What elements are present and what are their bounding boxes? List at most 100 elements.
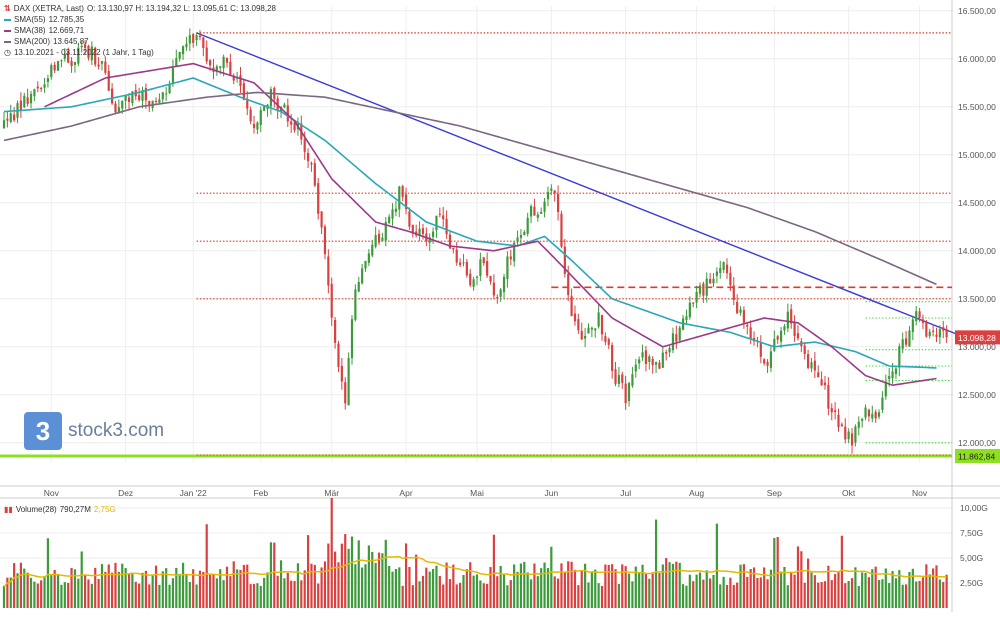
candle — [935, 327, 938, 343]
volume-bar — [219, 569, 222, 608]
candle — [29, 90, 33, 109]
candle — [719, 260, 722, 279]
candle — [644, 345, 648, 372]
candle — [87, 44, 90, 61]
volume-bar — [644, 573, 648, 608]
sma200-name: SMA(200) — [14, 37, 51, 46]
candle — [67, 47, 70, 64]
candle — [465, 259, 468, 278]
volume-bar — [53, 569, 56, 608]
volume-bar — [344, 534, 347, 608]
candle — [229, 53, 232, 76]
candle — [638, 356, 641, 370]
volume-bar — [46, 538, 50, 608]
candle — [263, 105, 266, 112]
volume-bar — [472, 575, 475, 608]
volume-bar — [915, 581, 918, 608]
volume-bar — [181, 562, 185, 608]
candle — [462, 253, 465, 267]
x-tick-label: Nov — [44, 488, 60, 498]
candle — [388, 214, 391, 225]
volume-bar — [104, 571, 107, 608]
volume-bar — [891, 571, 894, 608]
candle — [438, 207, 441, 218]
candle — [783, 323, 786, 335]
candle — [482, 256, 485, 266]
volume-bar — [857, 585, 860, 608]
volume-bar — [813, 575, 816, 608]
candle — [188, 28, 191, 52]
candle — [77, 43, 80, 67]
candle — [661, 347, 664, 369]
volume-bar — [834, 574, 837, 608]
volume-bar — [793, 574, 796, 608]
candles — [2, 28, 948, 454]
volume-bar — [942, 581, 945, 608]
candle — [320, 211, 323, 235]
candle — [249, 106, 252, 125]
volume-bar — [641, 564, 644, 608]
volume-bar — [847, 581, 850, 608]
candle — [624, 375, 627, 410]
candle — [925, 319, 928, 338]
candle — [854, 424, 857, 447]
candle — [306, 148, 310, 169]
candle — [239, 67, 242, 93]
candle — [168, 80, 171, 94]
volume-bar — [560, 563, 563, 608]
candle — [894, 367, 898, 379]
volume-bar — [411, 585, 414, 608]
volume-tick-label: 10,00G — [960, 503, 988, 513]
volume-bar — [377, 552, 381, 608]
volume-bar — [80, 551, 83, 608]
volume-bar — [303, 570, 306, 608]
volume-bar — [584, 563, 587, 608]
volume-bar — [421, 575, 425, 608]
volume-bar — [651, 572, 654, 608]
price-axis[interactable]: 12.000,00 12.500,00 13.000,00 13.500,00 14.0… — [955, 6, 1000, 463]
ohlc-label: O: 13.130,97 H: 13.194,32 L: 13.095,61 C… — [86, 4, 276, 13]
candle — [908, 326, 911, 347]
candle — [202, 36, 205, 57]
candle — [334, 317, 337, 349]
volume-bar — [354, 564, 357, 608]
volume-bar — [790, 571, 793, 608]
volume-avg-value: 2,75G — [93, 505, 116, 514]
volume-bar — [127, 573, 131, 608]
candle — [817, 365, 820, 378]
volume-bar — [36, 583, 39, 608]
volume-bar — [94, 567, 97, 608]
candle — [43, 77, 46, 93]
candle — [607, 337, 610, 350]
volume-bar — [198, 570, 202, 608]
volume-bar — [212, 574, 215, 608]
candle — [384, 217, 387, 247]
candle — [475, 275, 479, 286]
support-price-label: 11.862,84 — [958, 451, 995, 461]
candle — [776, 335, 779, 344]
volume-bar — [175, 567, 178, 608]
candle — [529, 204, 533, 224]
indicator-sma55 — [3, 77, 937, 369]
volume-bar — [803, 582, 806, 608]
candle — [742, 306, 746, 329]
volume-legend: ▮▮ Volume(28) 790,27M 2,75G — [4, 505, 116, 514]
volume-bar — [445, 562, 448, 608]
volume-bar — [205, 524, 208, 608]
volume-bar — [489, 567, 492, 608]
candle — [590, 326, 593, 338]
time-axis[interactable]: Nov Dez Jan '22 Feb Mär Apr Mai Jun Jul Aug Sep Okt… — [44, 488, 928, 498]
x-tick-label: Okt — [842, 488, 856, 498]
volume-bar — [506, 585, 509, 608]
volume-bar — [763, 567, 766, 608]
volume-bar — [70, 567, 73, 608]
candle — [871, 405, 874, 423]
candle — [175, 49, 178, 67]
volume-bar — [117, 571, 120, 608]
volume-bar — [935, 565, 938, 608]
volume-bar — [702, 579, 705, 608]
candle — [678, 325, 681, 343]
candle — [850, 428, 854, 454]
